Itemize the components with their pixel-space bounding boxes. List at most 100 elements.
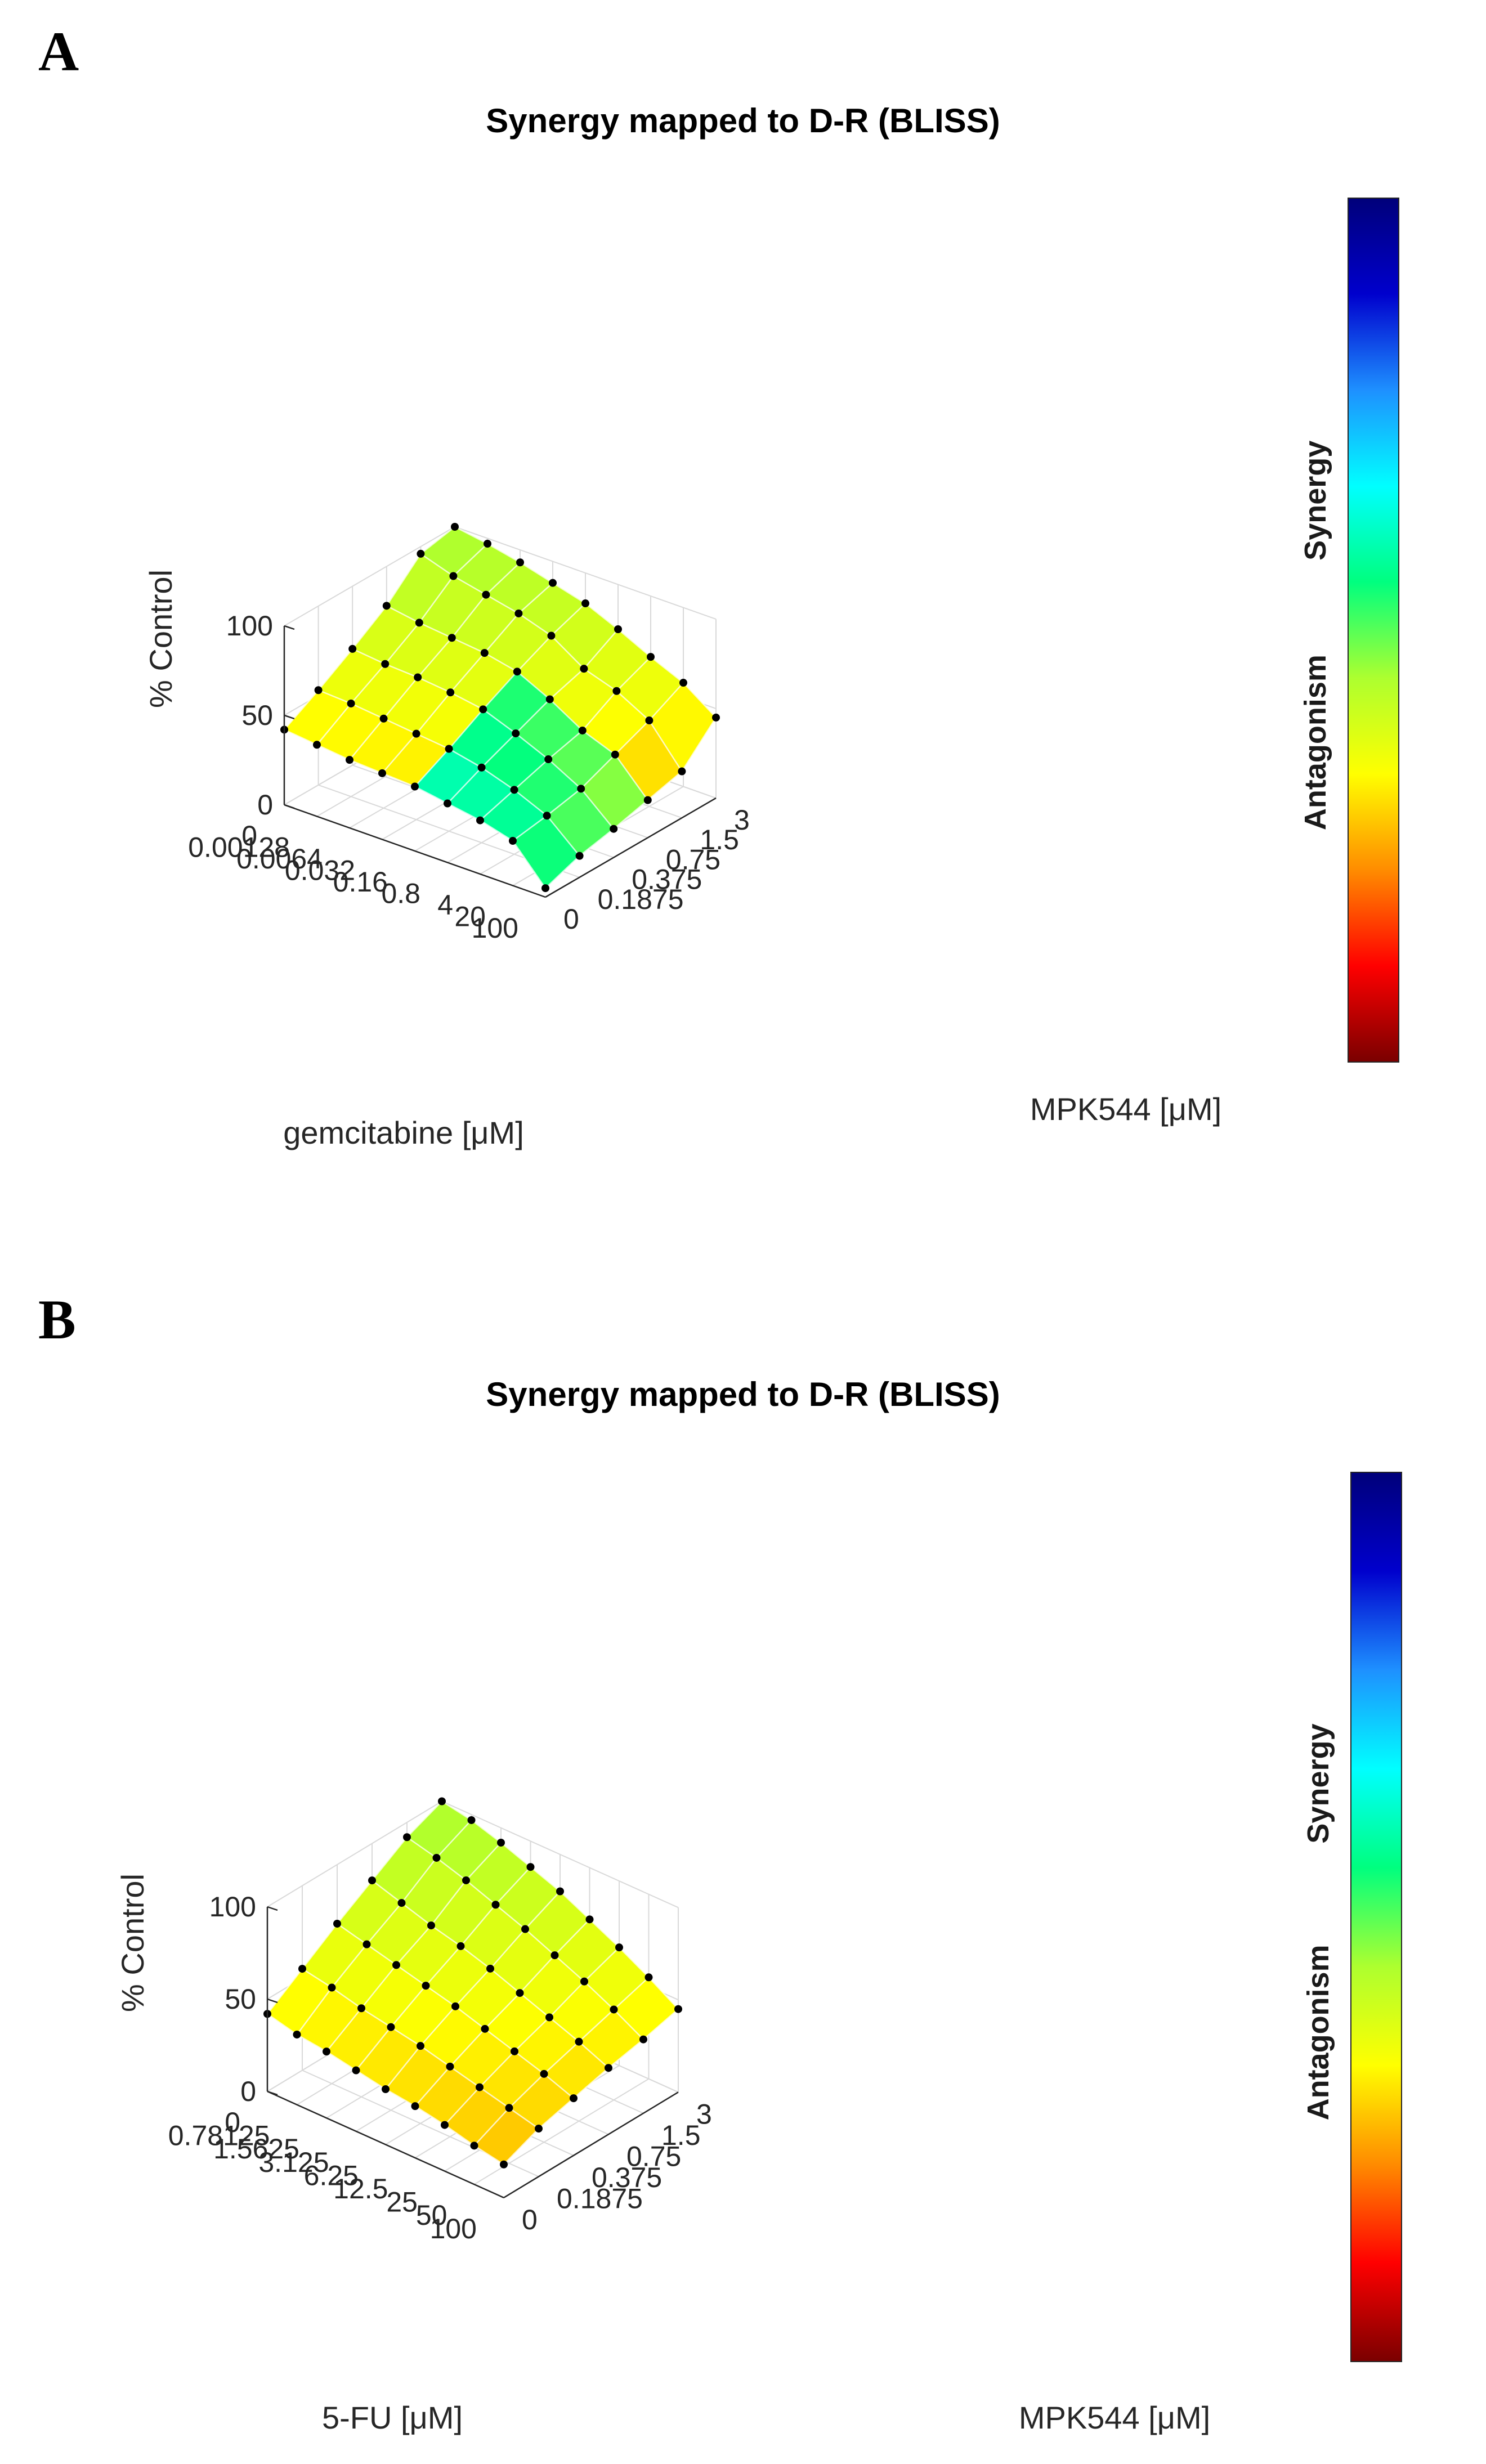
colorbar-label-synergy: Synergy — [1299, 441, 1332, 561]
mesh-line — [284, 526, 455, 731]
data-point — [447, 634, 456, 642]
data-point — [427, 1921, 435, 1930]
data-point — [467, 1816, 476, 1824]
mesh-line — [503, 2008, 679, 2165]
x-axis-label: gemcitabine [μM] — [283, 1115, 524, 1150]
data-point — [382, 2085, 390, 2093]
data-point — [446, 2062, 454, 2071]
data-points — [263, 1797, 682, 2169]
data-point — [328, 1983, 336, 1992]
mesh-line — [385, 1890, 561, 2090]
mesh-line — [326, 1842, 502, 2052]
data-point — [352, 2066, 360, 2075]
data-point — [438, 1797, 446, 1806]
data-point — [511, 2047, 518, 2055]
y-tick-label: 1.5 — [700, 824, 739, 855]
colorbar-label-synergy: Synergy — [1301, 1723, 1335, 1843]
x-axis-line — [284, 804, 546, 898]
mesh-line — [414, 1919, 590, 2107]
data-point — [578, 726, 587, 734]
data-point — [314, 686, 323, 695]
data-point — [415, 619, 423, 627]
data-point — [505, 2104, 513, 2112]
data-point — [550, 1951, 559, 1960]
y-tick-label: 0.375 — [592, 2162, 662, 2193]
z-tick-label: 100 — [209, 1891, 256, 1923]
data-point — [451, 2002, 459, 2010]
data-point — [647, 653, 655, 661]
x-tick-label: 6.25 — [304, 2160, 359, 2191]
z-axis-label: % Control — [115, 1874, 150, 2012]
data-point — [614, 625, 622, 633]
data-point — [357, 2004, 365, 2013]
mesh-line — [296, 1820, 472, 2035]
data-point — [509, 837, 517, 845]
data-point — [486, 1964, 494, 1973]
chart-title: Synergy mapped to D-R (BLISS) — [486, 1376, 1000, 1413]
data-point — [476, 816, 484, 825]
data-point — [575, 2037, 583, 2046]
mesh-line — [414, 603, 586, 787]
data-point — [516, 1989, 524, 1997]
data-point — [549, 579, 557, 587]
z-axis-label: % Control — [143, 570, 178, 708]
data-point — [476, 2083, 484, 2091]
data-point — [481, 2024, 489, 2033]
data-point — [422, 1982, 430, 1990]
data-point — [643, 796, 652, 804]
data-point — [417, 2042, 424, 2050]
surface — [284, 526, 717, 889]
y-axis-label: MPK544 [μM] — [1030, 1091, 1221, 1127]
data-point — [479, 705, 487, 714]
data-point — [674, 2005, 682, 2013]
data-point — [432, 1853, 441, 1862]
y-tick-label: 1.5 — [661, 2120, 701, 2151]
data-point — [610, 2005, 618, 2014]
x-tick-label: 0.00128 — [188, 832, 290, 863]
z-tick-label: 50 — [225, 1983, 256, 2015]
data-point — [414, 673, 422, 682]
z-tick-label: 50 — [241, 700, 273, 731]
mesh-line — [316, 543, 488, 746]
data-point — [535, 2125, 543, 2133]
data-point — [441, 2121, 449, 2129]
x-axis-line — [267, 2090, 504, 2198]
data-point — [381, 660, 390, 668]
data-point — [387, 2023, 395, 2031]
y-axis-line — [545, 797, 717, 898]
data-point — [500, 2160, 508, 2169]
x-tick-label: 0.0064 — [236, 843, 323, 875]
data-point — [333, 1919, 341, 1928]
x-tick-label: 0.16 — [333, 866, 388, 898]
data-point — [446, 688, 455, 697]
data-point — [379, 714, 388, 723]
x-tick-label: 0.8 — [381, 878, 420, 910]
data-point — [362, 1940, 371, 1948]
data-point — [382, 602, 391, 610]
x-tick-label: 100 — [430, 2213, 477, 2245]
data-point — [497, 1838, 505, 1847]
data-point — [577, 785, 585, 793]
y-tick-label: 0.1875 — [557, 2183, 643, 2214]
colorbar-label-antagonism: Antagonism — [1301, 1945, 1335, 2120]
data-point — [580, 1977, 588, 1986]
data-point — [462, 1876, 470, 1884]
x-tick-label: 100 — [472, 912, 518, 944]
data-point — [512, 729, 520, 738]
data-point — [378, 769, 386, 777]
data-point — [679, 679, 687, 687]
y-tick-label: 0.1875 — [598, 884, 684, 915]
data-point — [368, 1876, 376, 1885]
data-point — [580, 665, 588, 673]
data-point — [510, 786, 518, 794]
x-tick-label: 4 — [437, 889, 453, 921]
mesh-line — [447, 629, 619, 804]
data-point — [491, 1901, 500, 1909]
x-tick-label: 3.125 — [258, 2147, 329, 2178]
data-point — [403, 1833, 411, 1842]
mesh-line — [349, 562, 521, 760]
data-point — [348, 644, 357, 653]
data-point — [541, 884, 549, 893]
